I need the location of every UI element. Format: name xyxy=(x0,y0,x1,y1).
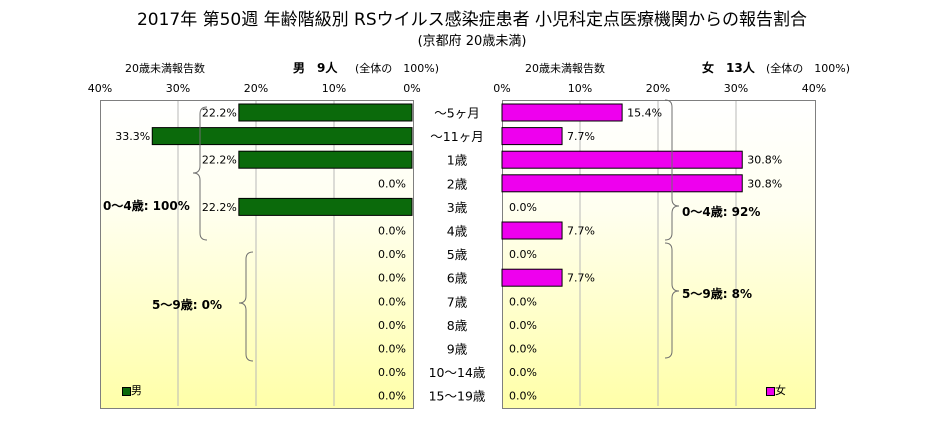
female-bar xyxy=(501,103,623,122)
right-tick-label: 20% xyxy=(645,82,671,95)
female-value-label: 15.4% xyxy=(627,107,662,120)
age-category-label: 15〜19歳 xyxy=(429,389,486,404)
female-bar xyxy=(501,221,563,240)
female-5-9-bracket xyxy=(664,242,680,359)
age-category-label: 4歳 xyxy=(447,224,468,239)
right-sex-count: 女 13人 xyxy=(702,61,755,75)
female-value-label: 30.8% xyxy=(747,154,782,167)
age-category-label: 8歳 xyxy=(447,318,468,333)
male-bar xyxy=(238,150,413,169)
female-legend: 女 xyxy=(766,382,786,398)
male-0-4-bracket xyxy=(192,106,208,241)
right-tick-label: 0% xyxy=(493,82,511,95)
male-value-label: 0.0% xyxy=(378,177,406,190)
female-legend-label: 女 xyxy=(775,384,786,397)
female-bar xyxy=(501,150,743,169)
female-bar xyxy=(501,268,563,287)
male-bar xyxy=(238,103,413,122)
male-value-label: 33.3% xyxy=(115,130,150,143)
right-tick-label: 40% xyxy=(801,82,827,95)
male-value-label: 0.0% xyxy=(378,225,406,238)
age-category-label: 6歳 xyxy=(447,271,468,286)
female-legend-swatch xyxy=(766,386,775,396)
male-value-label: 0.0% xyxy=(378,248,406,261)
right-total-note: (全体の 100%) xyxy=(766,62,851,75)
right-tick-label: 30% xyxy=(723,82,749,95)
male-value-label: 0.0% xyxy=(378,272,406,285)
age-category-label: 1歳 xyxy=(447,153,468,168)
left-tick-label: 30% xyxy=(165,82,191,95)
female-value-label: 0.0% xyxy=(509,201,537,214)
male-legend-swatch xyxy=(122,386,131,396)
female-value-label: 0.0% xyxy=(509,343,537,356)
chart-subtitle: (京都府 20歳未満) xyxy=(417,34,527,49)
female-5-9-annotation: 5〜9歳: 8% xyxy=(682,287,753,301)
female-0-4-bracket xyxy=(664,99,680,241)
left-tick-label: 40% xyxy=(87,82,113,95)
male-value-label: 22.2% xyxy=(202,107,237,120)
female-bar xyxy=(501,174,743,193)
left-tick-label: 0% xyxy=(403,82,421,95)
age-category-label: 〜11ヶ月 xyxy=(430,129,483,144)
male-value-label: 0.0% xyxy=(378,366,406,379)
age-category-label: 10〜14歳 xyxy=(429,365,486,380)
age-category-label: 9歳 xyxy=(447,342,468,357)
male-0-4-annotation: 0〜4歳: 100% xyxy=(103,199,190,213)
left-report-label: 20歳未満報告数 xyxy=(125,62,205,75)
male-5-9-bracket xyxy=(238,251,254,362)
female-value-label: 30.8% xyxy=(747,177,782,190)
male-legend-label: 男 xyxy=(131,384,142,397)
left-total-note: (全体の 100%) xyxy=(355,62,440,75)
male-value-label: 0.0% xyxy=(378,295,406,308)
male-value-label: 22.2% xyxy=(202,154,237,167)
female-value-label: 0.0% xyxy=(509,295,537,308)
female-value-label: 0.0% xyxy=(509,366,537,379)
age-category-label: 2歳 xyxy=(447,176,468,191)
female-bar xyxy=(501,127,563,146)
male-bar xyxy=(151,127,413,146)
chart-title: 2017年 第50週 年齢階級別 RSウイルス感染症患者 小児科定点医療機関から… xyxy=(136,10,808,30)
male-value-label: 0.0% xyxy=(378,343,406,356)
male-value-label: 0.0% xyxy=(378,319,406,332)
left-sex-count: 男 9人 xyxy=(293,61,338,75)
male-bar xyxy=(238,197,413,216)
female-value-label: 0.0% xyxy=(509,248,537,261)
female-value-label: 0.0% xyxy=(509,319,537,332)
right-tick-label: 10% xyxy=(567,82,593,95)
female-value-label: 0.0% xyxy=(509,390,537,403)
left-tick-label: 20% xyxy=(243,82,269,95)
male-value-label: 22.2% xyxy=(202,201,237,214)
age-category-label: 7歳 xyxy=(447,294,468,309)
female-value-label: 7.7% xyxy=(567,272,595,285)
age-category-label: 3歳 xyxy=(447,200,468,215)
age-category-label: 5歳 xyxy=(447,247,468,262)
right-report-label: 20歳未満報告数 xyxy=(525,62,605,75)
female-value-label: 7.7% xyxy=(567,225,595,238)
male-legend: 男 xyxy=(122,382,142,398)
left-tick-label: 10% xyxy=(321,82,347,95)
male-value-label: 0.0% xyxy=(378,390,406,403)
male-5-9-annotation: 5〜9歳: 0% xyxy=(152,298,223,312)
age-category-label: 〜5ヶ月 xyxy=(434,106,479,121)
female-0-4-annotation: 0〜4歳: 92% xyxy=(682,205,761,219)
female-value-label: 7.7% xyxy=(567,130,595,143)
